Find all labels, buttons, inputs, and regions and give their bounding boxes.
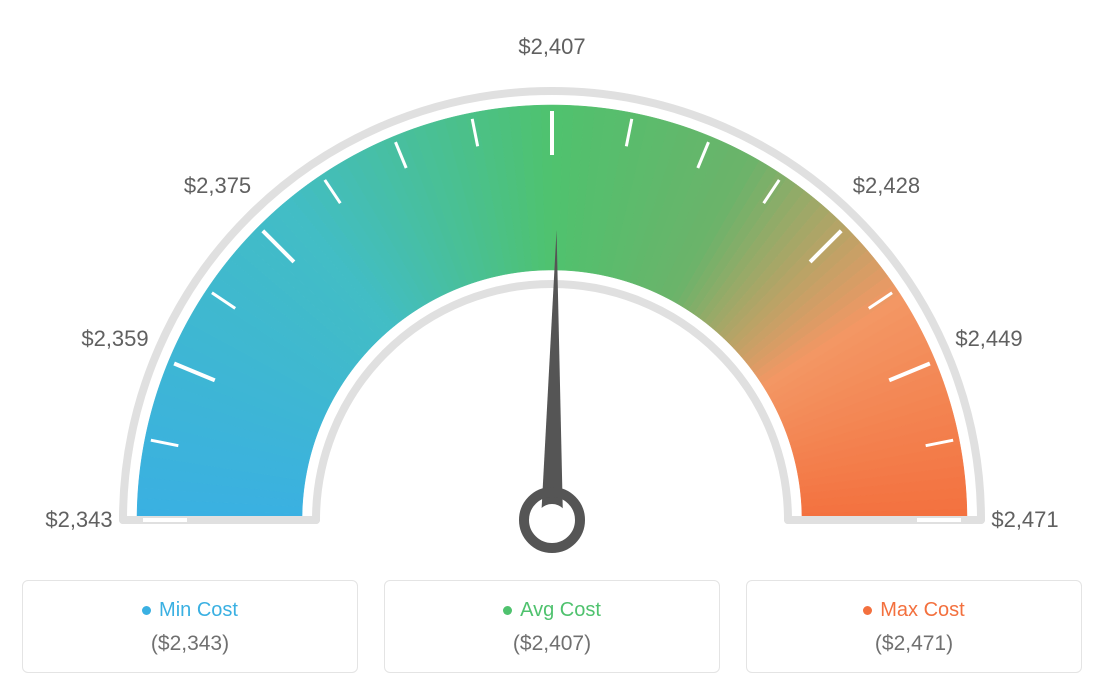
- avg-cost-title: Avg Cost: [385, 599, 719, 622]
- min-cost-label: Min Cost: [159, 599, 238, 621]
- summary-cards: Min Cost ($2,343) Avg Cost ($2,407) Max …: [22, 580, 1082, 673]
- gauge-chart: $2,343 $2,359 $2,375 $2,407 $2,428 $2,449 $2,4…: [0, 20, 1104, 580]
- tick-label: $2,343: [45, 507, 112, 533]
- tick-label: $2,449: [955, 326, 1022, 352]
- tick-label: $2,375: [184, 173, 251, 199]
- tick-label: $2,428: [853, 173, 920, 199]
- max-cost-card: Max Cost ($2,471): [746, 580, 1082, 673]
- max-cost-value: ($2,471): [747, 632, 1081, 656]
- tick-label: $2,359: [81, 326, 148, 352]
- avg-cost-card: Avg Cost ($2,407): [384, 580, 720, 673]
- avg-cost-label: Avg Cost: [520, 599, 601, 621]
- gauge-svg: [0, 20, 1104, 580]
- max-dot-icon: [863, 606, 872, 615]
- tick-label: $2,471: [991, 507, 1058, 533]
- avg-dot-icon: [503, 606, 512, 615]
- min-cost-title: Min Cost: [23, 599, 357, 622]
- min-dot-icon: [142, 606, 151, 615]
- tick-label: $2,407: [518, 34, 585, 60]
- gauge-needle: [541, 230, 563, 520]
- min-cost-value: ($2,343): [23, 632, 357, 656]
- min-cost-card: Min Cost ($2,343): [22, 580, 358, 673]
- avg-cost-value: ($2,407): [385, 632, 719, 656]
- max-cost-label: Max Cost: [880, 599, 964, 621]
- max-cost-title: Max Cost: [747, 599, 1081, 622]
